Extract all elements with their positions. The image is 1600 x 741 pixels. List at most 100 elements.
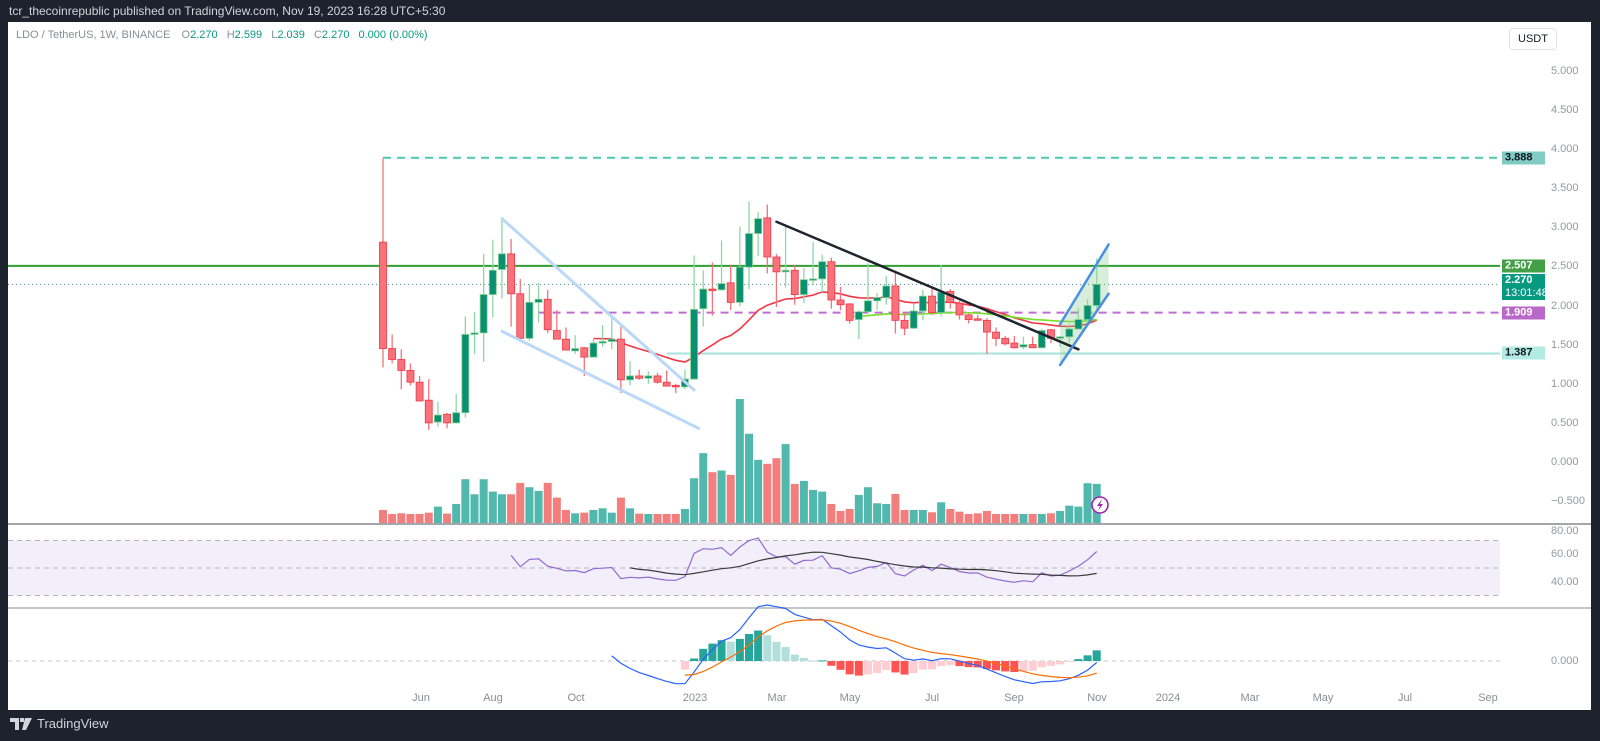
- macd-histogram-bar: [982, 661, 991, 669]
- volume-bar: [973, 513, 982, 523]
- candle: [617, 326, 625, 394]
- macd-line: [611, 604, 1098, 685]
- volume-bar: [772, 458, 781, 523]
- bar-countdown: 13:01:48: [1505, 287, 1548, 300]
- candle-body: [864, 300, 872, 313]
- price-axis-label: 1.000: [1551, 377, 1579, 390]
- macd-histogram-bar: [1056, 661, 1065, 665]
- symbol-name[interactable]: LDO / TetherUS, 1W, BINANCE: [16, 29, 171, 41]
- candle: [1019, 336, 1028, 350]
- volume-bar: [1037, 513, 1046, 523]
- volume-bar: [497, 494, 506, 523]
- volume-bar: [690, 478, 699, 523]
- close-value: 2.270: [321, 29, 350, 41]
- macd-histogram-bar: [827, 661, 836, 666]
- price-axis-label: 0.000: [1551, 456, 1579, 468]
- macd-histogram-bar: [900, 661, 909, 675]
- volume-bar: [598, 508, 607, 523]
- candle: [397, 349, 406, 390]
- price-axis-label: 2.000: [1551, 299, 1579, 312]
- candle-body: [534, 298, 543, 303]
- wedge-upper: [500, 217, 696, 392]
- candle-body: [726, 282, 735, 303]
- volume-bar: [424, 512, 433, 523]
- candle: [699, 270, 708, 327]
- time-axis-label: 2024: [1155, 692, 1181, 704]
- symbol-legend: LDO / TetherUS, 1W, BINANCE O2.270 H2.59…: [16, 29, 434, 41]
- time-axis-label: Jun: [412, 692, 430, 704]
- macd-histogram-bar: [973, 661, 982, 668]
- candle-body: [955, 302, 964, 316]
- candle-body: [607, 338, 616, 342]
- macd-histogram-bar: [772, 641, 781, 661]
- channel-upper: [1058, 243, 1110, 326]
- candle-body: [809, 278, 817, 281]
- volume-bar: [763, 463, 772, 523]
- candle: [735, 226, 744, 307]
- candle: [763, 204, 772, 274]
- candle: [946, 289, 955, 309]
- candle-body: [873, 297, 881, 302]
- volume-bar: [882, 503, 891, 523]
- macd-histogram-bar: [955, 661, 964, 667]
- macd-histogram-bar: [708, 643, 717, 661]
- candle-body: [543, 298, 552, 331]
- volume-bar: [607, 512, 616, 523]
- candle-body: [562, 338, 570, 351]
- volume-bar: [992, 513, 1001, 523]
- candle-body: [415, 381, 424, 402]
- volume-bar: [790, 483, 799, 523]
- volume-bar: [1019, 513, 1028, 523]
- candle: [772, 253, 781, 308]
- candle: [690, 255, 698, 380]
- change-value: 0.000 (0.00%): [358, 29, 428, 41]
- candle: [388, 334, 397, 364]
- candle: [1037, 328, 1046, 349]
- candle-body: [498, 253, 506, 270]
- candle: [598, 325, 607, 347]
- candle-body: [406, 370, 415, 383]
- price-tag-value: 2.270: [1505, 274, 1533, 287]
- candle-body: [1056, 336, 1064, 339]
- candle-body: [671, 384, 680, 388]
- candle-body: [1010, 342, 1019, 349]
- candle-body: [800, 279, 808, 295]
- publish-header: tcr_thecoinrepublic published on Trading…: [9, 4, 446, 18]
- volume-bar: [379, 509, 387, 523]
- volume-bar: [406, 513, 415, 523]
- candle-body: [635, 375, 644, 379]
- currency-button[interactable]: USDT: [1509, 28, 1557, 50]
- volume-bar: [671, 513, 680, 523]
- volume-bar: [507, 494, 516, 523]
- candle: [836, 286, 845, 311]
- volume-bar: [397, 513, 406, 523]
- volume-bar: [909, 509, 918, 523]
- candle-body: [525, 301, 534, 339]
- low-value: 2.039: [277, 29, 305, 41]
- volume-bar: [452, 503, 461, 523]
- macd-histogram-bar: [781, 647, 790, 661]
- volume-bar: [754, 459, 763, 523]
- candle-body: [845, 303, 854, 321]
- downtrend-line: [775, 220, 1080, 351]
- volume-bar: [653, 513, 662, 523]
- candle: [1065, 323, 1074, 344]
- price-axis-label: 1.500: [1551, 338, 1579, 351]
- footer-brand[interactable]: TradingView: [10, 716, 109, 731]
- lightning-bolt: [1097, 499, 1103, 511]
- macd-histogram-bar: [863, 661, 872, 675]
- candle-body: [918, 295, 927, 312]
- time-axis-label: Aug: [483, 692, 503, 704]
- volume-bar: [662, 513, 671, 523]
- candle: [992, 327, 1000, 347]
- candle: [891, 271, 900, 334]
- candle-body: [937, 291, 946, 313]
- candle: [443, 412, 451, 429]
- volume-bar: [443, 513, 452, 523]
- candle-body: [433, 414, 442, 423]
- macd-histogram-bar: [1028, 661, 1037, 671]
- volume-bar: [534, 490, 543, 523]
- candle-body: [571, 348, 580, 352]
- candle-body: [699, 288, 708, 310]
